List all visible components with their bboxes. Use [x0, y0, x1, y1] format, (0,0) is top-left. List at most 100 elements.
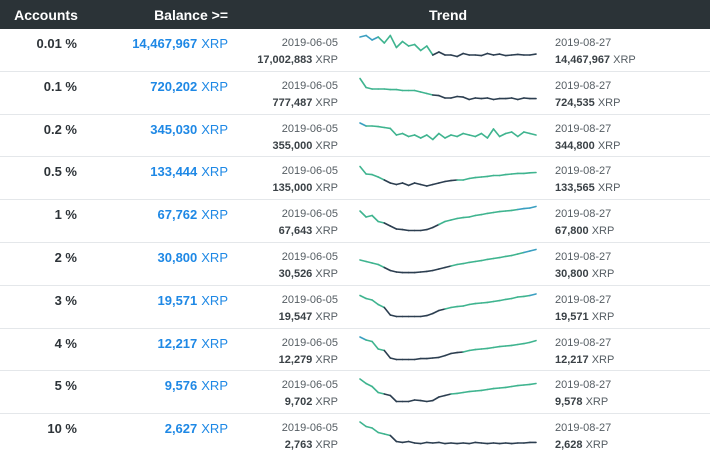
- sparkline-segment: [359, 259, 367, 263]
- balance-threshold: 14,467,967 XRP: [100, 36, 228, 51]
- balance-unit: XRP: [201, 421, 228, 437]
- sparkline-segment: [389, 313, 398, 318]
- trend-end-amount: 724,535: [555, 96, 595, 109]
- trend-start-value: 19,547 XRP: [240, 311, 338, 323]
- balance-threshold: 2,627 XRP: [100, 421, 228, 436]
- sparkline-segment: [389, 127, 398, 136]
- sparkline-segment: [438, 354, 446, 358]
- trend-end-amount: 19,571: [555, 310, 589, 323]
- sparkline-segment: [383, 393, 392, 397]
- sparkline-segment: [450, 54, 458, 58]
- balance-threshold: 345,030 XRP: [100, 122, 228, 137]
- sparkline-segment: [450, 305, 458, 309]
- sparkline-segment: [468, 177, 477, 180]
- header-trend[interactable]: Trend: [428, 7, 468, 23]
- table-header: Accounts Balance >= Trend: [0, 0, 710, 29]
- sparkline-segment: [432, 441, 440, 444]
- sparkline-segment: [462, 349, 470, 353]
- sparkline-segment: [480, 132, 489, 139]
- sparkline-segment: [492, 53, 501, 56]
- sparkline-segment: [419, 270, 428, 273]
- header-accounts[interactable]: Accounts: [14, 7, 78, 23]
- accounts-percentage: 1 %: [54, 207, 77, 223]
- header-balance[interactable]: Balance >=: [154, 7, 228, 23]
- trend-start-value: 30,526 XRP: [240, 268, 338, 280]
- trend-end-date: 2019-08-27: [555, 37, 612, 49]
- sparkline-segment: [371, 262, 380, 266]
- sparkline-segment: [517, 251, 525, 255]
- sparkline-segment: [419, 184, 428, 188]
- table-row: 1 % 67,762 XRP 2019-06-05 67,643 XRP 2019-08-…: [0, 200, 710, 243]
- sparkline-segment: [359, 121, 367, 127]
- sparkline-segment: [492, 127, 501, 137]
- balance-threshold: 30,800 XRP: [100, 249, 229, 265]
- sparkline-segment: [395, 132, 404, 136]
- sparkline-segment: [426, 356, 434, 359]
- sparkline-segment: [468, 302, 477, 306]
- sparkline-segment: [498, 174, 507, 177]
- trend-end-date: 2019-08-27: [555, 79, 612, 92]
- sparkline-segment: [395, 88, 404, 92]
- sparkline-segment: [462, 96, 470, 101]
- sparkline-segment: [474, 132, 483, 137]
- trend-start-unit: XRP: [315, 139, 338, 152]
- sparkline-segment: [529, 132, 537, 136]
- sparkline-segment: [474, 347, 483, 350]
- sparkline-segment: [419, 45, 428, 52]
- sparkline-segment: [365, 34, 373, 41]
- sparkline-segment: [486, 346, 495, 349]
- sparkline-segment: [389, 269, 398, 273]
- table-row: 0.01 % 14,467,967 XRP 2019-06-05 17,002,883 …: [0, 29, 710, 72]
- table-row: 0.1 % 720,202 XRP 2019-06-05 777,487 XRP 2019…: [0, 72, 710, 115]
- trend-start-amount: 19,547: [278, 310, 313, 323]
- sparkline-segment: [468, 214, 477, 218]
- sparkline-segment: [419, 400, 428, 403]
- sparkline-segment: [438, 266, 446, 270]
- sparkline-segment: [462, 442, 470, 445]
- sparkline-segment: [474, 389, 483, 393]
- sparkline-segment: [462, 261, 470, 265]
- balance-unit: XRP: [201, 164, 228, 180]
- balance-unit: XRP: [201, 121, 228, 137]
- sparkline-segment: [438, 51, 446, 56]
- sparkline-segment: [371, 386, 380, 394]
- sparkline-segment: [444, 442, 452, 445]
- sparkline-segment: [426, 133, 434, 140]
- sparkline-segment: [517, 342, 525, 345]
- sparkline-segment: [529, 205, 537, 209]
- sparkline-segment: [492, 442, 501, 445]
- sparkline-segment: [492, 345, 501, 348]
- sparkline-segment: [395, 182, 404, 186]
- sparkline-segment: [444, 180, 452, 183]
- sparkline-segment: [383, 349, 392, 359]
- trend-end-amount: 133,565: [555, 182, 595, 195]
- sparkline-segment: [456, 132, 464, 137]
- balance-unit: XRP: [201, 249, 228, 265]
- trend-start-amount: 777,487: [272, 96, 313, 109]
- sparkline-segment: [365, 338, 373, 342]
- sparkline-segment: [486, 388, 495, 391]
- sparkline-segment: [517, 53, 525, 56]
- trend-end-value: 30,800 XRP: [555, 268, 614, 280]
- sparkline-segment: [389, 225, 398, 230]
- sparkline-segment: [504, 442, 513, 445]
- sparkline-segment: [383, 222, 392, 227]
- sparkline-segment: [407, 133, 416, 137]
- trend-start-date: 2019-06-05: [281, 379, 338, 392]
- sparkline-segment: [365, 214, 373, 218]
- balance-value: 133,444: [150, 164, 198, 180]
- sparkline-segment: [407, 182, 416, 187]
- sparkline-segment: [468, 348, 477, 351]
- sparkline-segment: [498, 53, 507, 57]
- sparkline-segment: [498, 255, 507, 259]
- sparkline-segment: [426, 400, 434, 403]
- trend-start-value: 67,643 XRP: [240, 225, 338, 237]
- sparkline-segment: [498, 132, 507, 137]
- table-row: 10 % 2,627 XRP 2019-06-05 2,763 XRP 2019-08-2…: [0, 414, 710, 457]
- trend-start-date: 2019-06-05: [281, 336, 338, 349]
- sparkline-segment: [486, 300, 495, 303]
- trend-start-amount: 9,702: [284, 396, 313, 409]
- sparkline-segment: [450, 179, 458, 182]
- sparkline-segment: [426, 312, 434, 317]
- sparkline-segment: [444, 219, 452, 223]
